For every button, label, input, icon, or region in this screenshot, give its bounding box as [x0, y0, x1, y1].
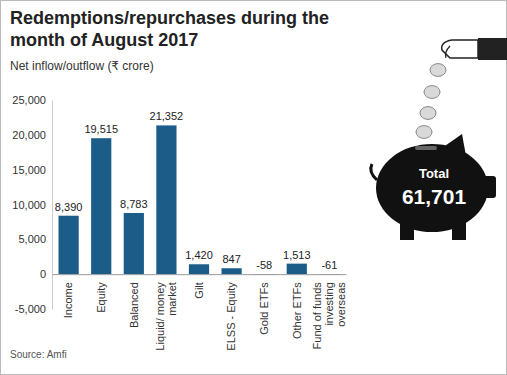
y-tick: 15,000: [12, 164, 52, 176]
x-tick: Other ETFs: [291, 274, 303, 339]
coin: [430, 64, 446, 77]
x-tick: Gold ETFs: [258, 274, 270, 335]
bar: [91, 138, 111, 274]
x-axis: Income Equity Balanced Liquid/ moneymarket G…: [53, 274, 348, 351]
data-label: -61: [321, 259, 337, 271]
total-label: Total: [419, 166, 449, 181]
coin-slot: [415, 146, 437, 150]
x-tick: Gilt: [193, 274, 205, 299]
x-tick-label: Balanced: [128, 282, 140, 328]
sleeve: [478, 38, 507, 60]
x-axis-line: [53, 274, 347, 275]
coin: [424, 86, 440, 99]
coin: [416, 126, 432, 139]
x-tick-label: ELSS - Equity: [225, 282, 237, 351]
bar: [124, 213, 144, 274]
y-axis: -5,000 0 5,000 10,000 15,000 20,000 25,000: [12, 94, 52, 315]
bar: [156, 125, 176, 274]
coin: [420, 107, 436, 120]
data-labels: 8,390 19,515 8,783 21,352 1,420 847 -58 1,513 -6…: [55, 110, 337, 271]
subtitle: Net inflow/outflow (₹ crore): [10, 59, 154, 73]
chart: Redemptions/repurchases during themonth …: [0, 0, 507, 375]
x-tick-label: Liquid/ moneymarket: [154, 282, 178, 351]
data-label: -58: [256, 259, 272, 271]
data-label: 1,513: [283, 249, 311, 261]
y-tick-label: 0: [40, 268, 46, 280]
x-tick: Liquid/ moneymarket: [154, 274, 178, 351]
y-tick-label: -5,000: [15, 303, 46, 315]
finger: [446, 46, 451, 58]
bars: [59, 125, 340, 274]
data-label: 1,420: [185, 249, 213, 261]
y-tick-label: 25,000: [12, 94, 46, 106]
x-tick-label: Other ETFs: [291, 282, 303, 339]
x-tick-label: Equity: [95, 282, 107, 313]
bar: [59, 216, 79, 274]
hand-icon: [416, 38, 507, 138]
y-tick: 10,000: [12, 199, 52, 211]
data-label: 847: [222, 253, 240, 265]
y-tick-label: 5,000: [18, 233, 46, 245]
x-tick: Equity: [95, 274, 107, 313]
x-tick-label: Fund of fundsinvestingoverseas: [311, 282, 347, 350]
x-tick-label: Gilt: [193, 282, 205, 299]
frame: [1, 1, 507, 375]
piggy-bank: [371, 134, 496, 240]
pig-ear: [442, 134, 466, 156]
pig-snout: [482, 176, 496, 198]
y-tick: 25,000: [12, 94, 52, 106]
x-tick-label: Income: [62, 282, 74, 318]
x-tick: Income: [62, 274, 74, 318]
pig-tail: [371, 164, 377, 180]
data-label: 8,783: [120, 198, 148, 210]
x-tick: Fund of fundsinvestingoverseas: [311, 274, 347, 349]
x-tick-label: Gold ETFs: [258, 282, 270, 335]
pig-leg: [400, 222, 414, 240]
hand: [442, 40, 478, 58]
y-tick-label: 20,000: [12, 129, 46, 141]
title: Redemptions/repurchases during themonth …: [10, 8, 329, 50]
bar: [221, 268, 241, 274]
y-tick-label: 15,000: [12, 164, 46, 176]
y-axis-line: [52, 101, 53, 310]
data-label: 21,352: [150, 110, 184, 122]
x-tick: Balanced: [128, 274, 140, 328]
y-tick: -5,000: [15, 303, 52, 315]
pig-body: [376, 144, 488, 232]
y-tick: 0: [40, 268, 52, 280]
x-tick: ELSS - Equity: [225, 274, 237, 350]
bar: [189, 264, 209, 274]
bar: [287, 264, 307, 275]
data-label: 8,390: [55, 201, 83, 213]
y-tick: 5,000: [18, 233, 52, 245]
y-tick: 20,000: [12, 129, 52, 141]
y-tick-label: 10,000: [12, 199, 46, 211]
data-label: 19,515: [84, 123, 118, 135]
total-value: 61,701: [402, 185, 467, 208]
source: Source: Amfi: [10, 349, 67, 360]
pig-leg: [452, 222, 466, 240]
